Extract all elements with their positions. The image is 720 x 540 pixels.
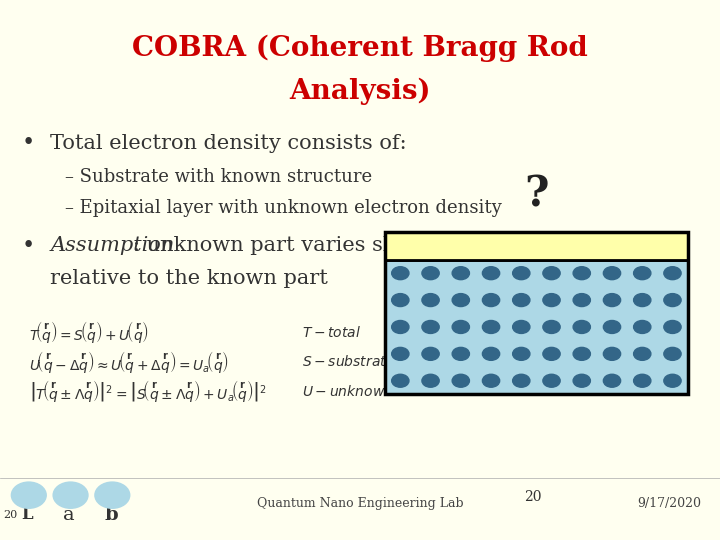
Circle shape [482,374,500,387]
Circle shape [543,321,560,333]
Circle shape [513,321,530,333]
Circle shape [664,321,681,333]
Text: Assumption: Assumption [50,236,175,255]
Circle shape [53,482,88,508]
Circle shape [603,267,621,280]
Text: a: a [63,505,74,524]
Circle shape [664,374,681,387]
Text: 20: 20 [524,490,541,504]
Circle shape [573,294,590,307]
Circle shape [543,374,560,387]
Circle shape [543,294,560,307]
Circle shape [422,374,439,387]
Circle shape [634,347,651,360]
Circle shape [573,321,590,333]
Circle shape [513,347,530,360]
Text: Analysis): Analysis) [289,78,431,105]
Text: $U\!\left(\overset{\mathbf{r}}{q}-\Delta\overset{\mathbf{r}}{q}\right)\approx U\: $U\!\left(\overset{\mathbf{r}}{q}-\Delta… [29,349,229,375]
Circle shape [422,294,439,307]
Circle shape [603,294,621,307]
Circle shape [513,374,530,387]
Circle shape [634,294,651,307]
Circle shape [513,294,530,307]
Text: $T\!\left(\overset{\mathbf{r}}{q}\right)=S\!\left(\overset{\mathbf{r}}{q}\right): $T\!\left(\overset{\mathbf{r}}{q}\right)… [29,319,149,345]
Text: $T-total$: $T-total$ [302,325,361,340]
Circle shape [482,347,500,360]
Text: 20: 20 [4,510,18,519]
Circle shape [422,321,439,333]
Circle shape [634,321,651,333]
Circle shape [392,374,409,387]
Text: COBRA (Coherent Bragg Rod: COBRA (Coherent Bragg Rod [132,35,588,62]
Text: $\left|T\!\left(\overset{\mathbf{r}}{q}\pm\Lambda\overset{\mathbf{r}}{q}\right)\: $\left|T\!\left(\overset{\mathbf{r}}{q}\… [29,379,266,404]
Text: relative to the known part: relative to the known part [50,268,328,288]
Circle shape [573,267,590,280]
Circle shape [543,347,560,360]
Text: : unknown part varies slowly: : unknown part varies slowly [133,236,439,255]
Text: Q: Q [24,490,33,500]
Circle shape [12,482,46,508]
Text: $S-substrate$: $S-substrate$ [302,354,395,369]
Text: E: E [109,490,116,500]
Circle shape [452,321,469,333]
Bar [385,232,688,260]
Circle shape [452,294,469,307]
Circle shape [603,347,621,360]
Text: •: • [22,132,35,154]
Text: N: N [66,490,75,500]
Circle shape [664,267,681,280]
Circle shape [573,347,590,360]
Circle shape [392,347,409,360]
Circle shape [422,347,439,360]
Circle shape [452,374,469,387]
Text: $U-unknown$: $U-unknown$ [302,384,394,399]
Text: 9/17/2020: 9/17/2020 [638,497,701,510]
Circle shape [482,294,500,307]
Bar [385,260,688,394]
Circle shape [392,267,409,280]
Circle shape [634,267,651,280]
Text: – Substrate with known structure: – Substrate with known structure [65,168,372,186]
Text: L: L [22,506,33,523]
Circle shape [513,267,530,280]
Text: •: • [22,235,35,256]
Text: ?: ? [524,174,549,216]
Circle shape [634,374,651,387]
Circle shape [603,321,621,333]
Circle shape [392,321,409,333]
Circle shape [573,374,590,387]
Circle shape [422,267,439,280]
Circle shape [392,294,409,307]
Circle shape [452,347,469,360]
Text: Quantum Nano Engineering Lab: Quantum Nano Engineering Lab [257,497,463,510]
Circle shape [95,482,130,508]
Circle shape [603,374,621,387]
Circle shape [543,267,560,280]
Text: – Epitaxial layer with unknown electron density: – Epitaxial layer with unknown electron … [65,199,502,217]
Circle shape [664,347,681,360]
Circle shape [452,267,469,280]
Circle shape [482,267,500,280]
Text: Total electron density consists of:: Total electron density consists of: [50,133,407,153]
Circle shape [482,321,500,333]
Bar [385,232,688,394]
Text: b: b [105,505,118,524]
Circle shape [664,294,681,307]
